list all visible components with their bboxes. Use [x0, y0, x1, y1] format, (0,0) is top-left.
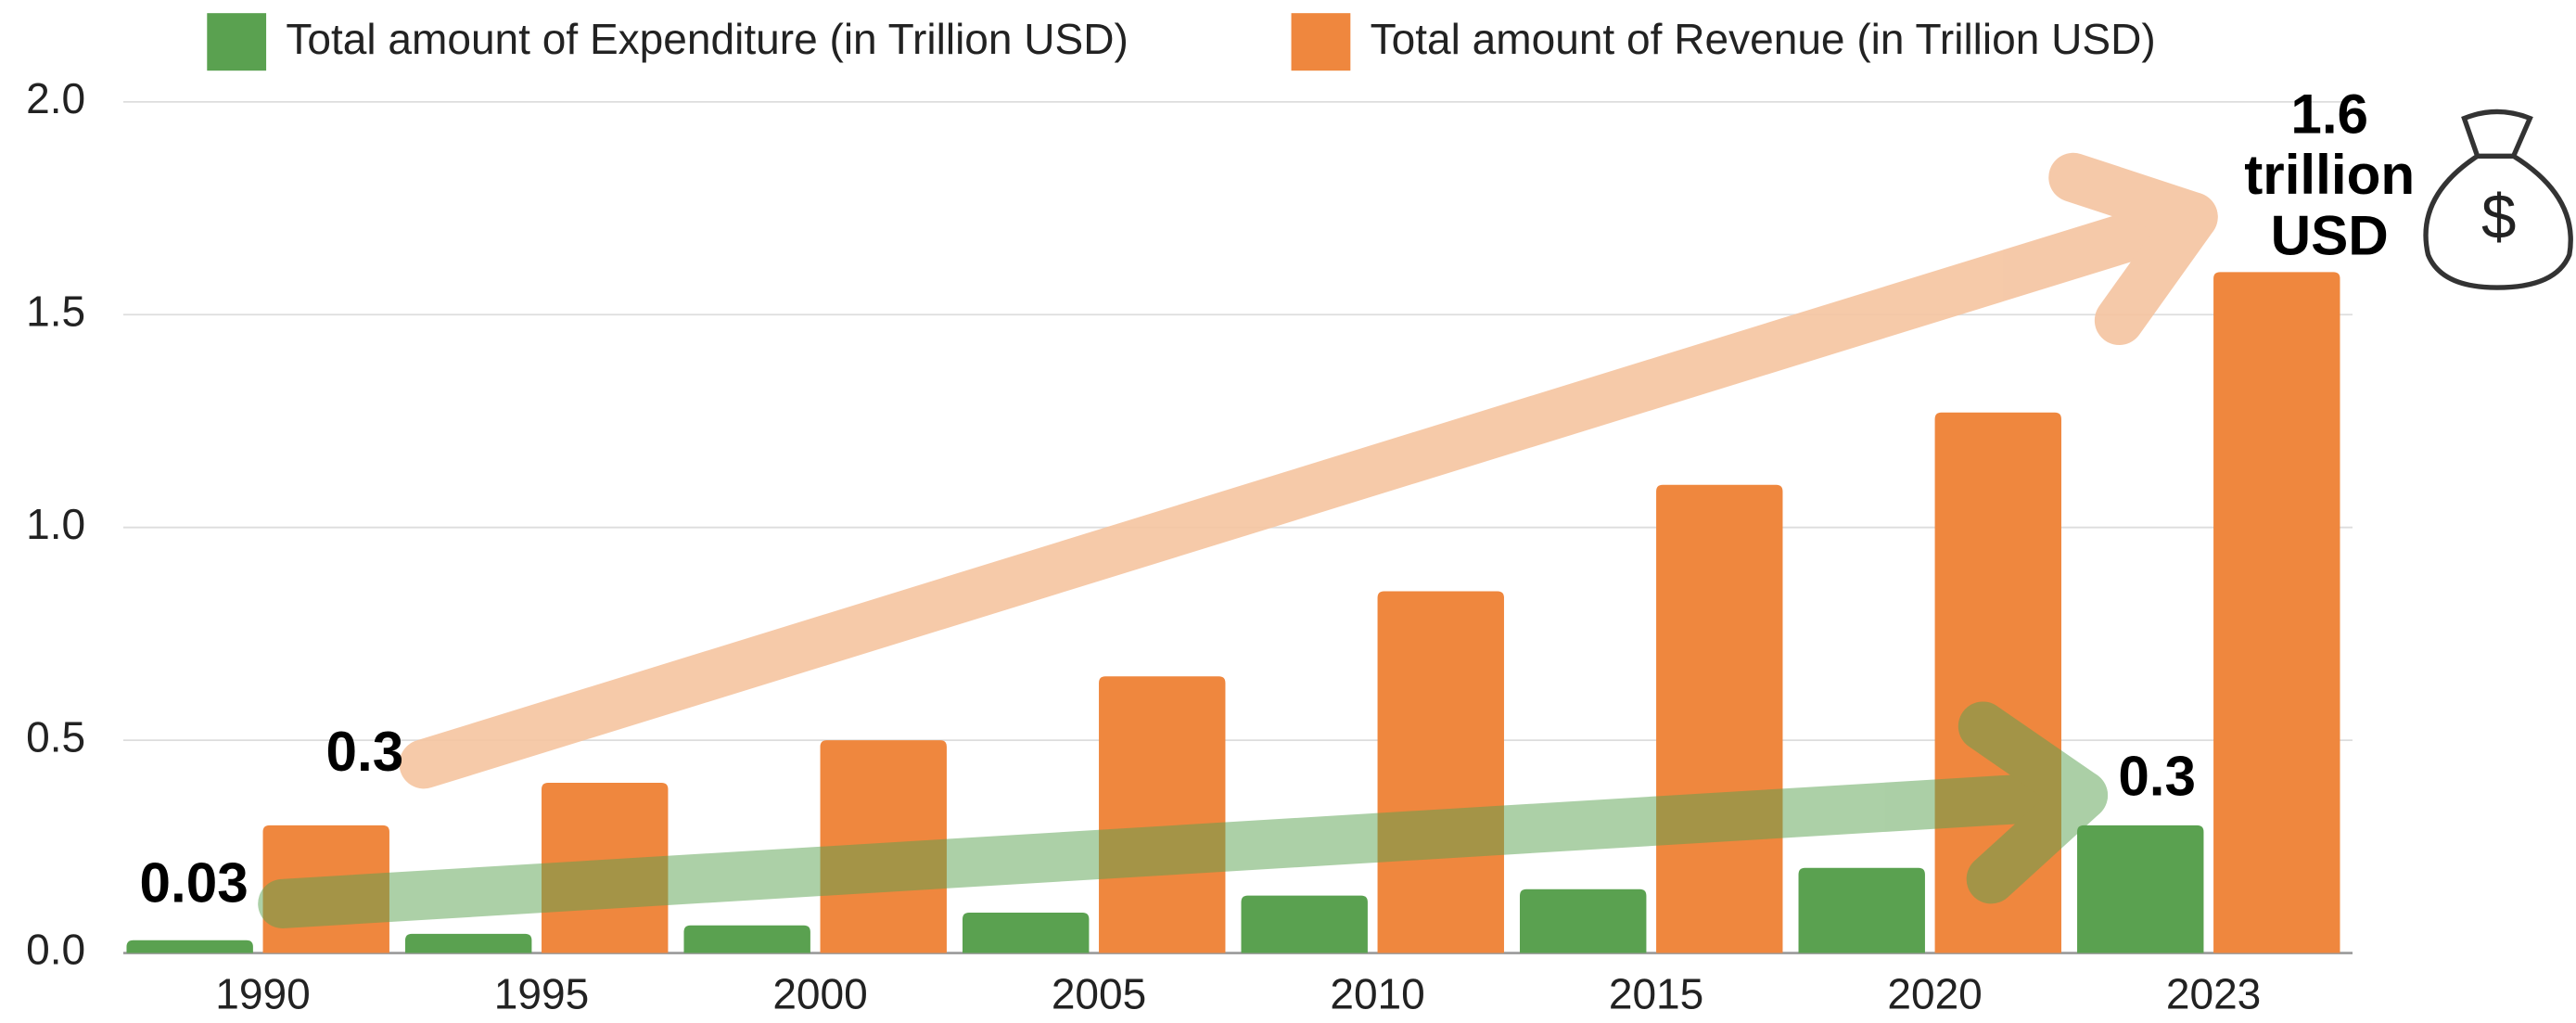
bar: [2077, 825, 2204, 953]
x-tick-label: 2020: [1887, 970, 1982, 1018]
bar: [683, 925, 810, 953]
expenditure-trend-arrow: [258, 701, 2109, 928]
annotation: USD: [2271, 204, 2389, 267]
bar: [1520, 889, 1647, 953]
legend-swatch: [1291, 13, 1351, 71]
x-tick-label: 1990: [215, 970, 310, 1018]
bar: [1377, 591, 1504, 953]
legend: Total amount of Expenditure (in Trillion…: [207, 13, 2156, 71]
x-tick-label: 2005: [1052, 970, 1146, 1018]
y-tick-label: 0.5: [26, 712, 85, 761]
annotation: 1.6: [2290, 82, 2368, 145]
x-tick-label: 2000: [772, 970, 867, 1018]
x-tick-label: 2015: [1609, 970, 1703, 1018]
revenue-trend-arrow: [399, 152, 2218, 789]
y-tick-label: 0.0: [26, 926, 85, 974]
bar: [963, 912, 1090, 953]
y-tick-label: 2.0: [26, 74, 85, 122]
legend-label: Total amount of Revenue (in Trillion USD…: [1371, 15, 2156, 63]
money-bag-icon: $: [2423, 109, 2573, 290]
legend-swatch: [207, 13, 267, 71]
bar: [2213, 272, 2340, 953]
annotation: trillion: [2244, 143, 2415, 206]
legend-label: Total amount of Expenditure (in Trillion…: [286, 15, 1129, 63]
annotation: 0.03: [140, 851, 249, 914]
bar: [1798, 867, 1925, 953]
bar: [404, 933, 532, 953]
bar: [1241, 895, 1368, 953]
x-tick-label: 2010: [1330, 970, 1424, 1018]
bar: [1656, 484, 1783, 953]
dollar-sign: $: [2481, 183, 2516, 252]
grid: 0.0 0.5 1.0 1.5 2.0: [26, 74, 2353, 974]
x-tick-label: 2023: [2166, 970, 2261, 1018]
y-tick-label: 1.5: [26, 287, 85, 335]
bar: [126, 940, 253, 953]
annotation: 0.3: [325, 720, 403, 783]
x-tick-label: 1995: [494, 970, 589, 1018]
annotation: 0.3: [2118, 744, 2196, 807]
bar: [1099, 676, 1226, 953]
y-tick-label: 1.0: [26, 500, 85, 548]
